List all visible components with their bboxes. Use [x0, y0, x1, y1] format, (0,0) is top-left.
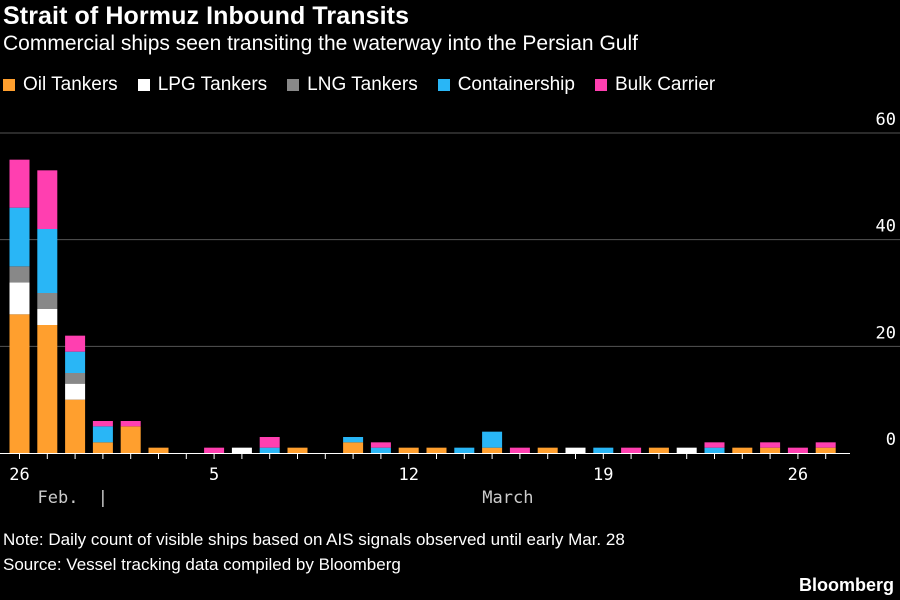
legend-swatch: [137, 79, 150, 91]
bar-segment-lng-tankers: [9, 266, 30, 283]
chart-title: Strait of Hormuz Inbound Transits: [3, 2, 410, 30]
bar-segment-oil-tankers: [120, 426, 141, 453]
bar-segment-oil-tankers: [287, 447, 308, 453]
bar-segment-lpg-tankers: [65, 383, 86, 400]
bar-segment-oil-tankers: [92, 442, 113, 453]
chart-source: Source: Vessel tracking data compiled by…: [3, 555, 401, 574]
bar-segment-oil-tankers: [732, 447, 753, 453]
x-tick-label: 5: [209, 465, 219, 485]
bar-segment-oil-tankers: [815, 447, 836, 453]
x-tick-label: 26: [788, 465, 808, 485]
legend-swatch: [594, 79, 607, 91]
y-tick-label: 60: [876, 110, 896, 130]
bar-segment-bulk-carrier: [787, 447, 808, 453]
bar-segment-lpg-tankers: [231, 447, 252, 453]
bar-segment-containership: [92, 426, 113, 443]
legend-swatch: [437, 79, 450, 91]
bar-segment-lpg-tankers: [676, 447, 697, 453]
bar-segment-containership: [370, 447, 391, 453]
bar-segment-containership: [65, 351, 86, 373]
legend-swatch: [3, 79, 15, 91]
bar-segment-containership: [454, 447, 475, 453]
bar-segment-oil-tankers: [648, 447, 669, 453]
bar-segment-containership: [343, 437, 364, 443]
y-tick-label: 20: [876, 323, 896, 343]
bar-segment-bulk-carrier: [704, 442, 725, 448]
chart-note: Note: Daily count of visible ships based…: [3, 530, 625, 549]
chart-subtitle: Commercial ships seen transiting the wat…: [3, 32, 638, 55]
bar-segment-oil-tankers: [426, 447, 447, 453]
bar-segment-oil-tankers: [398, 447, 419, 453]
bloomberg-logo: Bloomberg: [798, 575, 894, 595]
month-separator: |: [98, 488, 108, 508]
bar-segment-bulk-carrier: [259, 437, 280, 448]
bar-segment-bulk-carrier: [65, 335, 86, 352]
legend-item-lng-tankers: LNG Tankers: [287, 74, 418, 96]
bar-segment-bulk-carrier: [37, 170, 58, 229]
bar-segment-bulk-carrier: [92, 421, 113, 427]
bar-segment-oil-tankers: [482, 447, 503, 453]
month-label: March: [482, 488, 533, 508]
bar-segment-lng-tankers: [37, 293, 58, 309]
x-tick-label: 26: [9, 465, 29, 485]
bar-segment-lpg-tankers: [565, 447, 586, 453]
bar-segment-oil-tankers: [37, 325, 58, 453]
bar-segment-bulk-carrier: [815, 442, 836, 448]
bar-segment-oil-tankers: [148, 447, 169, 453]
x-tick-label: 19: [593, 465, 613, 485]
legend-swatch: [287, 79, 300, 91]
bar-segment-bulk-carrier: [509, 447, 530, 453]
bar-segment-bulk-carrier: [204, 447, 225, 453]
legend: Oil Tankers LPG Tankers LNG Tankers Cont…: [3, 73, 735, 97]
legend-label: Bulk Carrier: [614, 74, 716, 95]
legend-item-lpg-tankers: LPG Tankers: [137, 74, 268, 96]
bar-chart: 0 20 40 60 26 5 12 19 26 Feb. March |: [0, 110, 900, 508]
y-tick-label: 40: [876, 217, 896, 237]
bar-segment-oil-tankers: [9, 314, 30, 453]
bar-segment-containership: [259, 447, 280, 453]
bar-segment-oil-tankers: [537, 447, 558, 453]
month-label: Feb.: [38, 488, 79, 508]
bar-segment-containership: [704, 447, 725, 453]
bar-segment-oil-tankers: [65, 399, 86, 453]
bar-segment-lpg-tankers: [37, 309, 58, 325]
legend-item-bulk-carrier: Bulk Carrier: [594, 74, 716, 96]
bar-segment-lng-tankers: [65, 373, 86, 384]
legend-label: LNG Tankers: [307, 74, 418, 95]
y-tick-label: 0: [886, 430, 896, 450]
bar-segment-bulk-carrier: [621, 447, 642, 453]
legend-label: LPG Tankers: [157, 74, 268, 95]
bar-segment-containership: [9, 207, 30, 267]
bar-segment-containership: [482, 431, 503, 448]
legend-label: Containership: [457, 74, 575, 95]
bar-segment-containership: [37, 229, 58, 293]
bar-segment-oil-tankers: [760, 447, 781, 453]
bar-segment-bulk-carrier: [760, 442, 781, 448]
legend-item-containership: Containership: [437, 74, 575, 96]
bar-segment-lpg-tankers: [9, 282, 30, 315]
bar-segment-bulk-carrier: [9, 159, 30, 208]
x-tick-label: 12: [398, 465, 418, 485]
bar-segment-oil-tankers: [343, 442, 364, 453]
legend-label: Oil Tankers: [23, 74, 118, 95]
legend-item-oil-tankers: Oil Tankers: [3, 74, 118, 96]
bar-segment-bulk-carrier: [370, 442, 391, 448]
bar-segment-bulk-carrier: [120, 421, 141, 427]
bar-segment-containership: [593, 447, 614, 453]
